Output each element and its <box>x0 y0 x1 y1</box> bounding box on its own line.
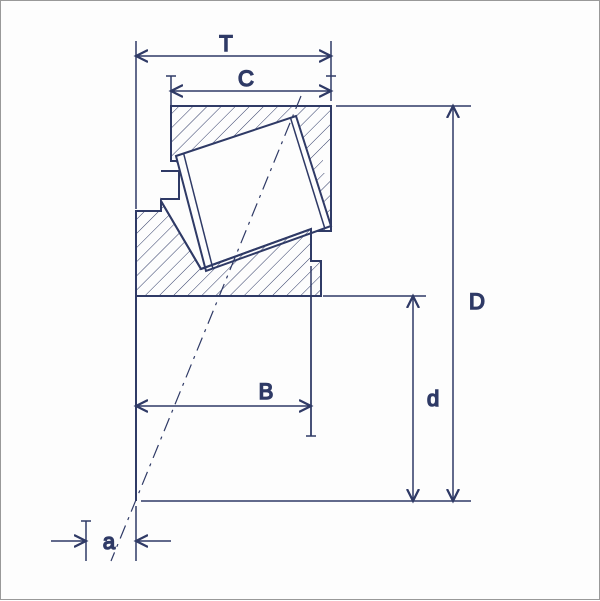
label-D: D <box>469 289 485 314</box>
label-d: d <box>427 386 439 411</box>
label-B: B <box>259 379 274 404</box>
dim-D: D <box>336 106 485 501</box>
label-T: T <box>219 31 232 56</box>
bearing-diagram: T C B a D d <box>0 0 600 600</box>
dim-d: d <box>141 296 471 501</box>
dim-C: C <box>166 66 336 106</box>
label-C: C <box>238 66 254 91</box>
dim-a: a <box>51 506 171 561</box>
label-a: a <box>103 529 116 554</box>
diagram-svg: T C B a D d <box>1 1 600 601</box>
